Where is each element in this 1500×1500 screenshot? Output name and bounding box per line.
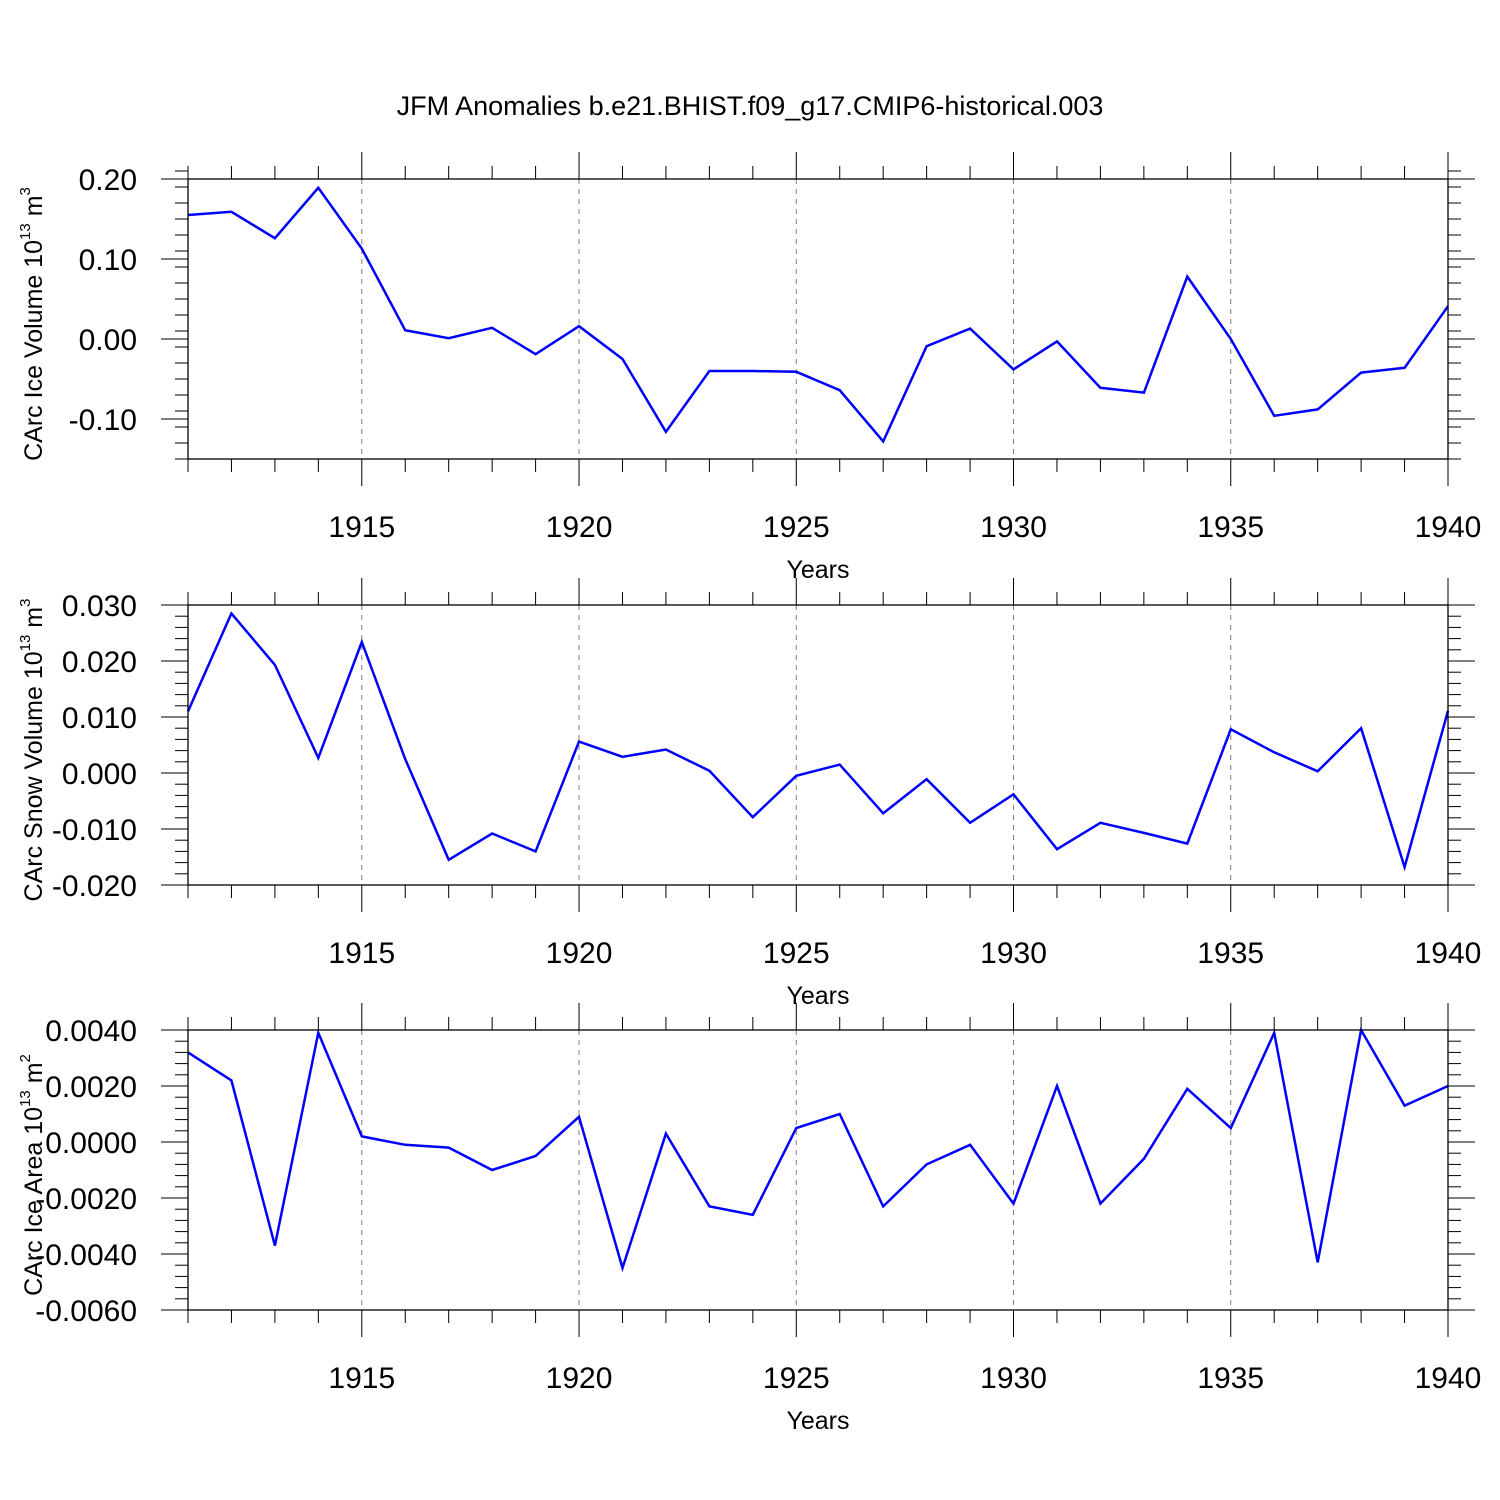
x-tick-label: 1940: [1415, 511, 1482, 544]
y-axis-label-unit-exponent: 3: [17, 599, 34, 607]
x-tick-label: 1930: [980, 937, 1047, 970]
plot-frame: [187, 1029, 1449, 1311]
y-axis-label-text: CArc Ice Volume 10: [20, 240, 48, 461]
y-tick-labels: 0.030 0.020 0.010 0.000 -0.010 -0.020: [52, 590, 137, 903]
x-tick-label: 1920: [546, 511, 613, 544]
y-axis-label-text: CArc Snow Volume 10: [20, 651, 48, 901]
y-axis-label-unit: m: [20, 1062, 48, 1090]
tick-marks: [161, 1003, 1475, 1337]
panel-ice-area: 0.00400.00200.0000-0.0020-0.0040-0.0060 …: [17, 1003, 1481, 1435]
x-tick-label: 1915: [328, 511, 395, 544]
y-axis-label-unit-exponent: 2: [17, 1054, 34, 1062]
y-tick-label: -0.0060: [35, 1295, 137, 1328]
x-tick-label: 1925: [763, 937, 830, 970]
y-axis-label-exponent: 13: [17, 635, 34, 652]
y-tick-label: 0.000: [62, 758, 137, 791]
y-tick-label: 0.020: [62, 646, 137, 679]
y-tick-label: -0.020: [52, 870, 137, 903]
y-axis-label-unit: m: [20, 607, 48, 635]
y-axis-label: CArc Snow Volume 1013 m3: [17, 599, 48, 902]
x-tick-label: 1915: [328, 1362, 395, 1395]
y-tick-label: 0.030: [62, 590, 137, 623]
x-tick-label: 1915: [328, 937, 395, 970]
x-tick-label: 1930: [980, 1362, 1047, 1395]
y-axis-label-exponent: 13: [17, 1090, 34, 1107]
tick-marks: [161, 578, 1475, 912]
y-tick-labels: 0.0040 0.0020 0.0000 -0.0020 -0.0040 -0.0060: [35, 1015, 137, 1328]
x-tick-labels: 1915 1920 1925 1930 1935 1940: [328, 511, 1481, 544]
y-axis-label: CArc Ice Area 1013 m2: [17, 1054, 48, 1296]
y-tick-label: -0.010: [52, 814, 137, 847]
y-tick-label: -0.0020: [35, 1183, 137, 1216]
x-tick-label: 1925: [763, 1362, 830, 1395]
x-axis-label: Years: [786, 1407, 849, 1435]
series-line-snow-volume: [186, 611, 1450, 872]
x-tick-label: 1940: [1415, 1362, 1482, 1395]
plot-frame: [187, 178, 1449, 460]
x-tick-label: 1935: [1197, 511, 1264, 544]
plot-frame: [187, 604, 1449, 886]
y-tick-label: 0.10: [79, 244, 137, 277]
y-tick-label: 0.0040: [45, 1015, 137, 1048]
x-tick-label: 1920: [546, 937, 613, 970]
panel-snow-volume: 0.030 0.020 0.010 0.000 -0.010 -0.020 1915 192…: [17, 578, 1481, 1010]
x-axis-label: Years: [786, 982, 849, 1010]
grid-lines: [361, 179, 1232, 459]
x-tick-label: 1930: [980, 511, 1047, 544]
y-tick-label: -0.10: [69, 404, 137, 437]
x-tick-label: 1940: [1415, 937, 1482, 970]
y-tick-labels: 0.20 0.10 0.00 -0.10: [69, 164, 137, 437]
grid-lines: [361, 605, 1232, 885]
x-tick-labels: 1915 1920 1925 1930 1935 1940: [328, 1362, 1481, 1395]
y-tick-label: 0.20: [79, 164, 137, 197]
y-tick-label: 0.0000: [45, 1127, 137, 1160]
x-tick-label: 1920: [546, 1362, 613, 1395]
y-axis-label: CArc Ice Volume 1013 m3: [17, 187, 48, 461]
y-tick-label: 0.0020: [45, 1071, 137, 1104]
chart-title: JFM Anomalies b.e21.BHIST.f09_g17.CMIP6-…: [397, 91, 1104, 121]
grid-lines: [361, 1030, 1232, 1310]
x-axis-label: Years: [786, 556, 849, 584]
x-tick-label: 1935: [1197, 1362, 1264, 1395]
y-axis-label-unit-exponent: 3: [17, 187, 34, 195]
x-tick-labels: 1915 1920 1925 1930 1935 1940: [328, 937, 1481, 970]
y-axis-label-unit: m: [20, 195, 48, 223]
y-tick-label: 0.010: [62, 702, 137, 735]
y-axis-label-exponent: 13: [17, 223, 34, 240]
x-tick-label: 1935: [1197, 937, 1264, 970]
tick-marks: [161, 152, 1475, 486]
y-tick-label: 0.00: [79, 324, 137, 357]
x-tick-label: 1925: [763, 511, 830, 544]
y-axis-label-text: CArc Ice Area 10: [20, 1107, 48, 1296]
series-line-ice-volume: [187, 185, 1450, 444]
y-tick-label: -0.0040: [35, 1239, 137, 1272]
series-line-ice-area: [187, 1026, 1449, 1273]
panel-ice-volume: 0.200.100.00-0.10 1915 1920 1925 1930 1935 19…: [17, 152, 1481, 584]
